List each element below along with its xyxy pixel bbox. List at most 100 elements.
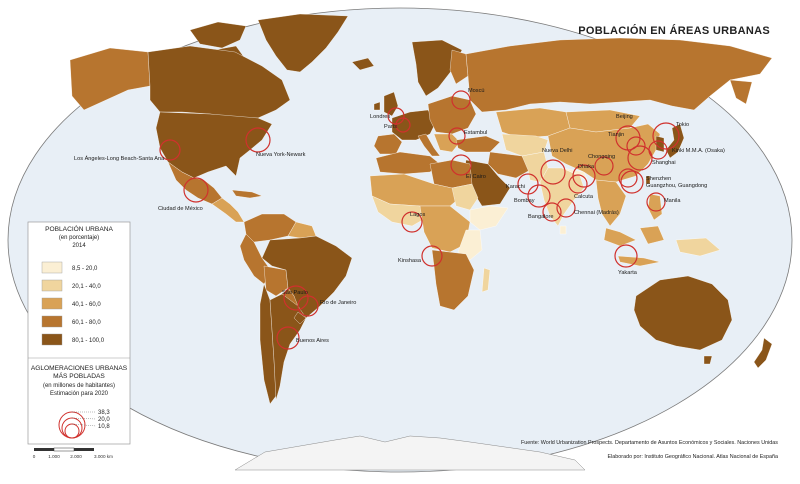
city-label-buenos-aires: Buenos Aires (296, 338, 329, 344)
scale-seg-2 (53, 447, 75, 452)
greenland-shape (257, 13, 349, 73)
circle-rio-de-janeiro (297, 295, 319, 317)
city-label-los-angeles: Los Ángeles-Long Beach-Santa Ana (74, 155, 165, 162)
tasmania-shape (703, 355, 713, 365)
city-label-shenzhen: Shenzhen (646, 176, 671, 182)
city-label-shanghai: Shanghai (652, 160, 676, 166)
brazil-shape (261, 235, 353, 319)
circle-sao-paulo (283, 285, 309, 311)
circle-calcuta (568, 174, 588, 194)
city-label-chongqing: Chongqing (588, 154, 615, 160)
legend-swatch-4 (41, 315, 63, 328)
scale-label-3: 3.000 km (94, 454, 113, 459)
credit-text: Elaborado por: Instituto Geográfico Naci… (607, 454, 778, 460)
city-label-sao-paulo: São Paulo (282, 290, 308, 296)
city-label-lagos: Lagos (410, 212, 425, 218)
city-label-paris: París (384, 124, 397, 130)
malaysia-indonesia-shape (603, 225, 665, 267)
circle-shanghai (627, 145, 653, 171)
circle-kinshasa (421, 245, 443, 267)
india-shape (539, 167, 585, 227)
russia-shape (465, 37, 773, 113)
circle-nueva-york (245, 127, 271, 153)
nepal-bangladesh-shape (561, 167, 589, 183)
city-label-nueva-delhi: Nueva Delhi (542, 148, 572, 154)
circle-moscu (451, 90, 471, 110)
legend-agglomerations-note: Estimación para 2020 (50, 391, 109, 397)
city-label-ciudad-de-mexico: Ciudad de México (158, 206, 203, 212)
scale-bar: 0 1.000 2.000 3.000 km (33, 447, 113, 459)
japan-shape (665, 123, 685, 159)
legend-swatch-1 (41, 261, 63, 274)
sudan-shape (451, 183, 479, 211)
legend-leader-3 (71, 423, 97, 427)
australia-shape (633, 275, 733, 351)
legend-value-3: 10,8 (98, 424, 110, 430)
map-title: POBLACIÓN EN ÁREAS URBANAS (578, 24, 770, 37)
circle-shenzhen (618, 168, 638, 188)
legend-population-title: POBLACIÓN URBANA (45, 224, 113, 233)
scale-label-1: 1.000 (48, 454, 60, 459)
circle-paris (395, 117, 411, 133)
alaska-shape (69, 47, 151, 111)
city-label-el-cairo: El Cairo (466, 174, 486, 180)
central-africa-shape (419, 205, 471, 253)
circle-el-cairo (450, 154, 472, 176)
legend-swatch-3 (41, 297, 63, 310)
legend-agglomerations-subtitle: (en millones de habitantes) (43, 383, 115, 389)
new-guinea-shape (675, 237, 721, 257)
city-label-bombay: Bombay (514, 198, 535, 204)
circle-bangalore (542, 202, 562, 222)
city-label-karachi: Karachi (506, 184, 525, 190)
east-africa-shape (457, 229, 483, 261)
agglomeration-circles (159, 90, 680, 350)
sri-lanka-shape (559, 225, 567, 235)
legend-box (27, 221, 131, 445)
city-label-manila: Manila (664, 198, 681, 204)
legend-class-4-label: 60,1 - 80,0 (72, 320, 101, 326)
city-label-rio-de-janeiro: Río de Janeiro (320, 300, 356, 306)
city-labels: Moscú Londres París Estambul El Cairo Ka… (74, 88, 725, 344)
legend-agglomerations-title-1: AGLOMERACIONES URBANAS (31, 365, 128, 372)
usa-shape (155, 111, 273, 179)
central-america-shape (211, 197, 245, 223)
eastern-europe-shape (427, 95, 477, 135)
scale-seg-3 (74, 448, 94, 451)
sakhalin-kamchatka-shape (729, 79, 753, 105)
legend-population-subtitle: (en porcentaje) (59, 235, 99, 241)
circle-lagos (401, 211, 423, 233)
legend-leader-2 (71, 417, 97, 420)
bolivia-shape (263, 265, 289, 297)
city-label-osaka: Kinki M.M.A. (Osaka) (672, 148, 725, 154)
west-africa-shape (371, 195, 427, 227)
legend-agglomerations-title-2: MÁS POBLADAS (53, 371, 105, 380)
city-label-bangalore: Bangalore (528, 214, 554, 220)
scale-label-0: 0 (33, 454, 36, 459)
scale-label-2: 2.000 (70, 454, 82, 459)
legend-class-1-label: 8,5 - 20,0 (72, 266, 98, 272)
legend-value-2: 20,0 (98, 417, 110, 423)
city-label-yakarta: Yakarta (618, 270, 638, 276)
uruguay-shape (293, 311, 307, 325)
legend-population-year: 2014 (72, 243, 86, 249)
madagascar-shape (481, 267, 491, 293)
indochina-shape (595, 179, 627, 227)
city-label-chennai: Chennai (Madrás) (574, 210, 619, 216)
finland-shape (449, 49, 469, 85)
legend-swatch-2 (41, 279, 63, 292)
city-label-kinshasa: Kinshasa (398, 258, 422, 264)
source-text: Fuente: World Urbanization Prospects. De… (521, 440, 778, 446)
scandinavia-shape (411, 39, 463, 97)
legend-value-1: 38,3 (98, 410, 110, 416)
korea-shape (655, 135, 665, 153)
circle-nueva-delhi (540, 159, 566, 185)
iceland-shape (351, 57, 375, 71)
city-label-estambul: Estambul (464, 130, 487, 136)
circle-ciudad-de-mexico (183, 177, 209, 203)
scale-seg-1 (34, 448, 54, 451)
circle-yakarta (614, 244, 638, 268)
city-label-nueva-york: Nueva York-Newark (256, 152, 306, 158)
circle-guangzhou (620, 170, 644, 194)
legend-panel: POBLACIÓN URBANA (en porcentaje) 2014 8,… (27, 221, 131, 445)
